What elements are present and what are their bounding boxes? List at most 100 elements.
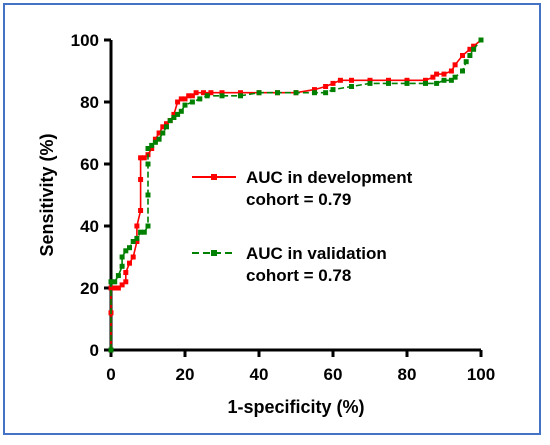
series-marker [164, 124, 169, 130]
y-tick-label: 80 [80, 93, 99, 112]
figure-frame [3, 3, 541, 435]
series-marker [160, 124, 166, 130]
series-marker [434, 71, 440, 77]
series-marker [204, 93, 210, 99]
series-marker [115, 285, 121, 291]
y-tick-label: 40 [80, 217, 99, 236]
series-marker [478, 37, 484, 43]
series-marker [186, 93, 192, 99]
x-tick-label: 0 [106, 365, 115, 384]
series-marker [141, 229, 147, 235]
series-marker [293, 90, 299, 96]
series-marker [138, 177, 144, 182]
series-marker [134, 239, 140, 244]
series-marker [467, 46, 473, 52]
series-marker [149, 142, 155, 148]
series-marker [367, 77, 373, 83]
series-marker [386, 77, 391, 83]
series-marker [238, 90, 243, 96]
series-marker [175, 111, 181, 117]
series-0 [108, 37, 484, 353]
series-marker [167, 118, 173, 124]
series-marker [430, 74, 436, 80]
series-marker [160, 130, 166, 136]
series-marker [138, 229, 144, 235]
y-axis-title: Sensitivity (%) [37, 133, 57, 256]
series-marker [386, 80, 391, 86]
series-marker [367, 80, 373, 86]
series-marker [156, 130, 162, 136]
series-marker [178, 108, 184, 114]
series-marker [178, 96, 184, 102]
x-tick-label: 40 [250, 365, 269, 384]
series-marker [312, 90, 317, 96]
x-tick-label: 20 [176, 365, 195, 384]
series-marker [337, 77, 343, 83]
series-marker [130, 254, 136, 260]
series-marker [182, 102, 188, 108]
series-marker [349, 84, 354, 89]
series-marker [171, 111, 177, 117]
series-marker [108, 285, 114, 291]
series-marker [219, 93, 225, 99]
series-marker [434, 80, 440, 86]
series-marker [423, 80, 428, 86]
series-marker [164, 121, 169, 127]
series-marker [119, 254, 125, 260]
series-marker [189, 93, 195, 99]
series-1 [108, 37, 484, 353]
series-marker [141, 155, 147, 161]
series-marker [193, 90, 199, 96]
series-marker [156, 136, 162, 142]
series-marker [423, 77, 428, 83]
series-marker [112, 279, 118, 285]
legend-swatch-marker [211, 174, 217, 180]
series-marker [115, 273, 121, 279]
y-tick-label: 100 [71, 31, 99, 50]
series-marker [201, 90, 206, 96]
series-marker [119, 263, 125, 269]
series-marker [275, 90, 280, 96]
legend-label-line2: cohort = 0.79 [246, 190, 351, 209]
series-marker [127, 260, 132, 266]
series-marker [189, 99, 195, 105]
legend: AUC in development cohort = 0.79 AUC in va… [192, 168, 413, 285]
y-ticks: 0 20 40 60 80 100 [71, 31, 111, 360]
x-axis-title: 1-specificity (%) [227, 397, 364, 417]
x-ticks: 0 20 40 60 80 100 [106, 350, 495, 384]
series-marker [323, 90, 329, 96]
series-marker [219, 90, 225, 96]
series-marker [441, 77, 447, 83]
series-marker [108, 279, 114, 285]
series-marker [171, 115, 177, 120]
series-layer [108, 37, 484, 353]
series-marker [112, 285, 118, 291]
series-marker [123, 270, 129, 275]
series-marker [152, 136, 158, 142]
legend-label-line2: cohort = 0.78 [246, 266, 351, 285]
x-tick-label: 100 [467, 365, 495, 384]
series-marker [452, 62, 458, 68]
series-marker [108, 347, 114, 353]
series-marker [323, 84, 329, 89]
series-marker [238, 93, 243, 99]
series-marker [134, 223, 140, 229]
x-tick-label: 60 [324, 365, 343, 384]
series-marker [330, 87, 336, 93]
series-marker [349, 77, 354, 83]
series-marker [145, 161, 151, 167]
y-tick-label: 60 [80, 155, 99, 174]
series-marker [134, 235, 140, 241]
series-marker [256, 90, 262, 96]
series-marker [145, 223, 151, 229]
series-marker [460, 53, 465, 58]
series-marker [467, 53, 473, 58]
series-marker [312, 87, 317, 93]
legend-item-1: AUC in validation cohort = 0.78 [192, 244, 387, 285]
x-tick-label: 80 [398, 365, 417, 384]
y-tick-label: 0 [90, 341, 99, 360]
series-marker [138, 208, 144, 213]
series-marker [441, 71, 447, 77]
series-marker [471, 46, 477, 52]
